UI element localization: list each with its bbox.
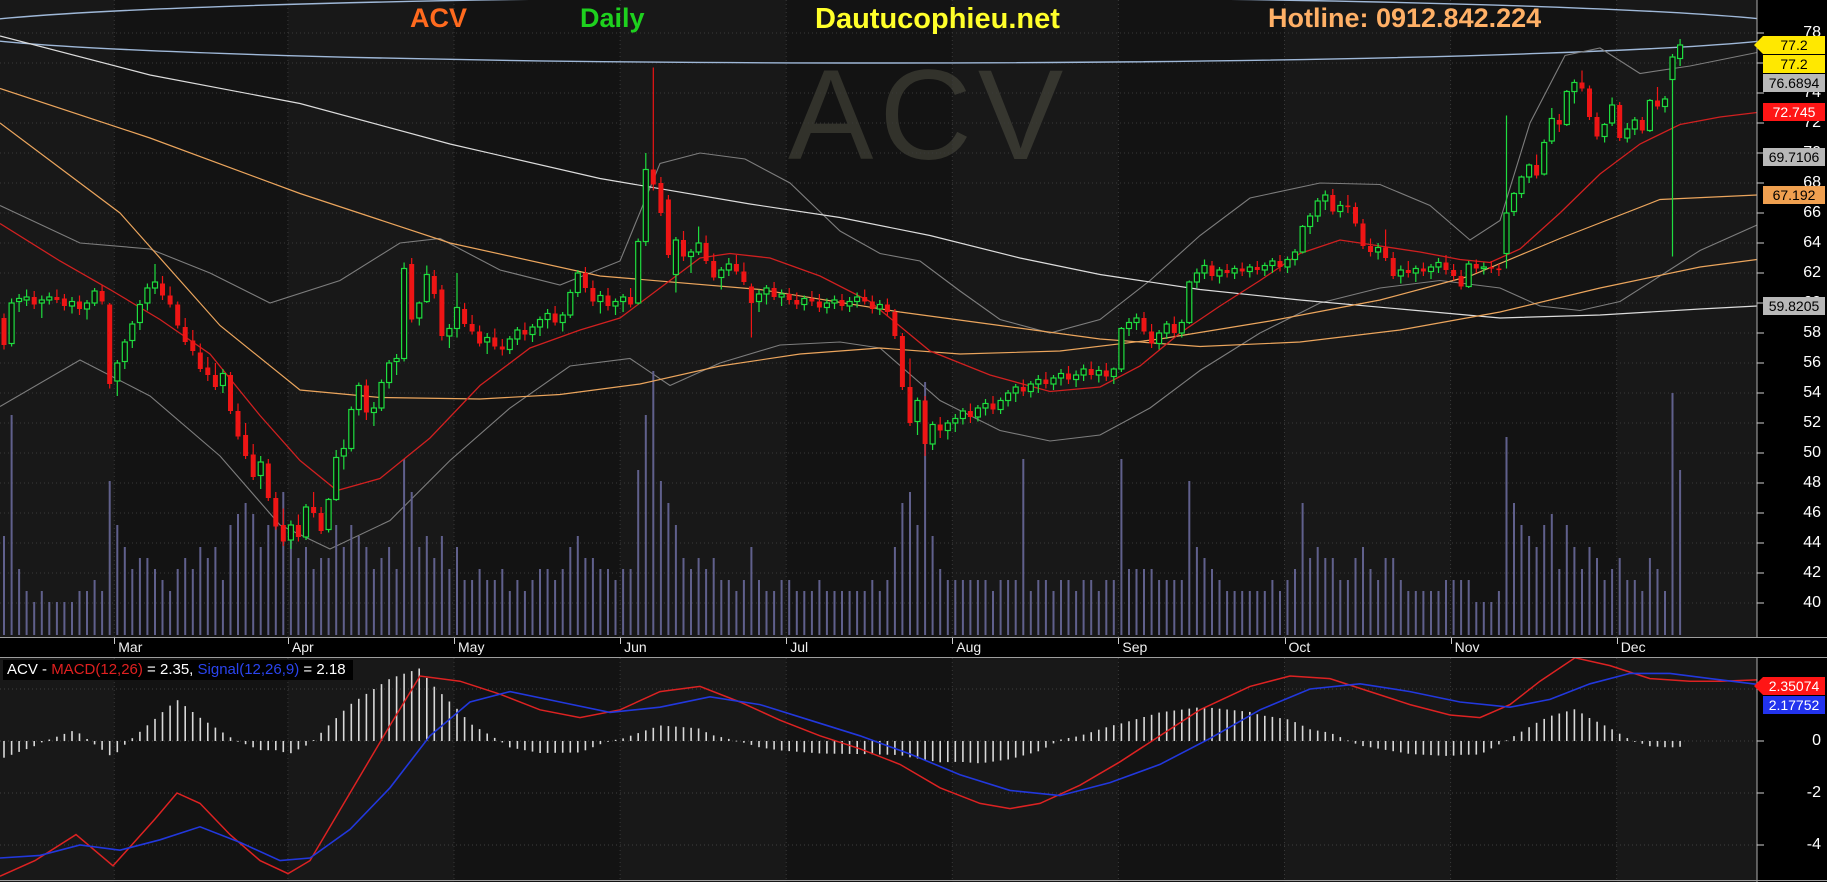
month-label: Sep	[1122, 639, 1148, 655]
tag-arrow-icon	[1754, 36, 1763, 54]
price-tick-label: 50	[1803, 444, 1821, 461]
month-label: Apr	[291, 639, 314, 655]
value-tag: 2.17752	[1763, 696, 1825, 714]
month-tick	[1284, 638, 1286, 644]
value-tag: 76.6894	[1763, 74, 1825, 92]
month-tick	[786, 638, 788, 644]
price-tick-label: 64	[1803, 234, 1821, 251]
month-tick	[620, 638, 622, 644]
macd-legend-part: Signal(12,26,9)	[197, 661, 300, 678]
macd-legend-part: MACD(12,26)	[51, 661, 143, 678]
month-label: May	[458, 639, 485, 655]
value-tag: 67.192	[1763, 186, 1825, 204]
month-label: Mar	[118, 639, 143, 655]
price-tick-label: 56	[1803, 354, 1821, 371]
time-axis: Mar Apr May Jun Jul Aug Sep Oct Nov Dec	[0, 637, 1827, 658]
watermark: ACV	[788, 44, 1070, 187]
tag-arrow-icon	[1754, 677, 1763, 695]
value-tag: 69.7106	[1763, 148, 1825, 166]
price-tick-label: 46	[1803, 504, 1821, 521]
price-tick-label: 62	[1803, 264, 1821, 281]
month-tick	[114, 638, 116, 644]
hotline-label: Hotline: 0912.842.224	[1268, 3, 1542, 33]
symbol-label: ACV	[410, 3, 468, 33]
month-tick	[1616, 638, 1618, 644]
price-tick-label: 54	[1803, 384, 1821, 401]
macd-legend-part: ACV -	[7, 661, 52, 678]
timeframe-label: Daily	[580, 3, 645, 33]
macd-tick-label: -4	[1806, 836, 1821, 853]
price-tick-label: 58	[1803, 324, 1821, 341]
price-tick-label: 52	[1803, 414, 1821, 431]
price-tick-label: 42	[1803, 564, 1821, 581]
price-tick-label: 44	[1803, 534, 1821, 551]
macd-legend-part: = 2.18	[299, 661, 346, 678]
value-tag: 77.2	[1763, 55, 1825, 73]
month-label: Aug	[956, 639, 982, 655]
site-label: Dautucophieu.net	[815, 3, 1060, 35]
month-tick	[952, 638, 954, 644]
macd-legend-part: = 2.35,	[142, 661, 198, 678]
month-label: Nov	[1454, 639, 1480, 655]
price-tick-label: 40	[1803, 594, 1821, 611]
month-tick	[1450, 638, 1452, 644]
month-label: Dec	[1620, 639, 1646, 655]
macd-legend: ACV - MACD(12,26) = 2.35, Signal(12,26,9…	[3, 660, 353, 680]
month-tick	[454, 638, 455, 644]
month-tick	[1118, 638, 1120, 644]
value-tag: 59.8205	[1763, 297, 1825, 315]
price-tick-label: 48	[1803, 474, 1821, 491]
month-label: Oct	[1288, 639, 1311, 655]
value-tag: 77.2	[1754, 36, 1825, 54]
macd-tick-label: 0	[1812, 732, 1821, 749]
month-label: Jul	[790, 639, 809, 655]
month-label: Jun	[624, 639, 647, 655]
price-tick-label: 66	[1803, 204, 1821, 221]
value-tag: 2.35074	[1754, 677, 1825, 695]
month-tick	[287, 638, 289, 644]
macd-tick-label: -2	[1806, 784, 1821, 801]
value-tag: 72.745	[1763, 103, 1825, 121]
